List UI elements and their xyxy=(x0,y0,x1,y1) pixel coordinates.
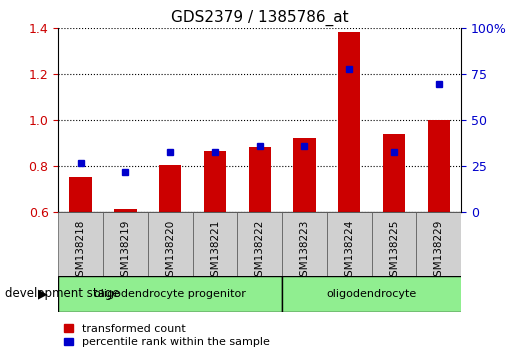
Bar xyxy=(204,152,226,212)
Bar xyxy=(428,120,450,212)
Text: GSM138220: GSM138220 xyxy=(165,220,175,283)
Text: GSM138219: GSM138219 xyxy=(120,220,130,284)
Bar xyxy=(159,165,181,212)
Text: GSM138229: GSM138229 xyxy=(434,220,444,284)
Text: oligodendrocyte progenitor: oligodendrocyte progenitor xyxy=(94,289,246,299)
Text: GSM138223: GSM138223 xyxy=(299,220,310,284)
Bar xyxy=(69,177,92,212)
Bar xyxy=(293,138,316,212)
Text: GSM138224: GSM138224 xyxy=(344,220,354,284)
Bar xyxy=(58,276,282,312)
Bar xyxy=(192,212,237,276)
Text: GSM138218: GSM138218 xyxy=(76,220,86,284)
Bar xyxy=(103,212,148,276)
Bar xyxy=(237,212,282,276)
Text: ▶: ▶ xyxy=(38,287,48,300)
Bar xyxy=(372,212,417,276)
Bar xyxy=(58,212,103,276)
Text: oligodendrocyte: oligodendrocyte xyxy=(326,289,417,299)
Bar xyxy=(114,209,137,212)
Bar xyxy=(327,212,372,276)
Legend: transformed count, percentile rank within the sample: transformed count, percentile rank withi… xyxy=(64,324,270,348)
Bar xyxy=(282,276,483,312)
Text: development stage: development stage xyxy=(5,287,120,300)
Bar xyxy=(282,212,327,276)
Text: GSM138225: GSM138225 xyxy=(389,220,399,284)
Bar xyxy=(148,212,192,276)
Title: GDS2379 / 1385786_at: GDS2379 / 1385786_at xyxy=(171,9,349,25)
Text: GSM138222: GSM138222 xyxy=(255,220,264,284)
Text: GSM138221: GSM138221 xyxy=(210,220,220,284)
Bar xyxy=(338,32,360,212)
Bar xyxy=(417,212,461,276)
Bar xyxy=(383,134,405,212)
Bar xyxy=(249,147,271,212)
